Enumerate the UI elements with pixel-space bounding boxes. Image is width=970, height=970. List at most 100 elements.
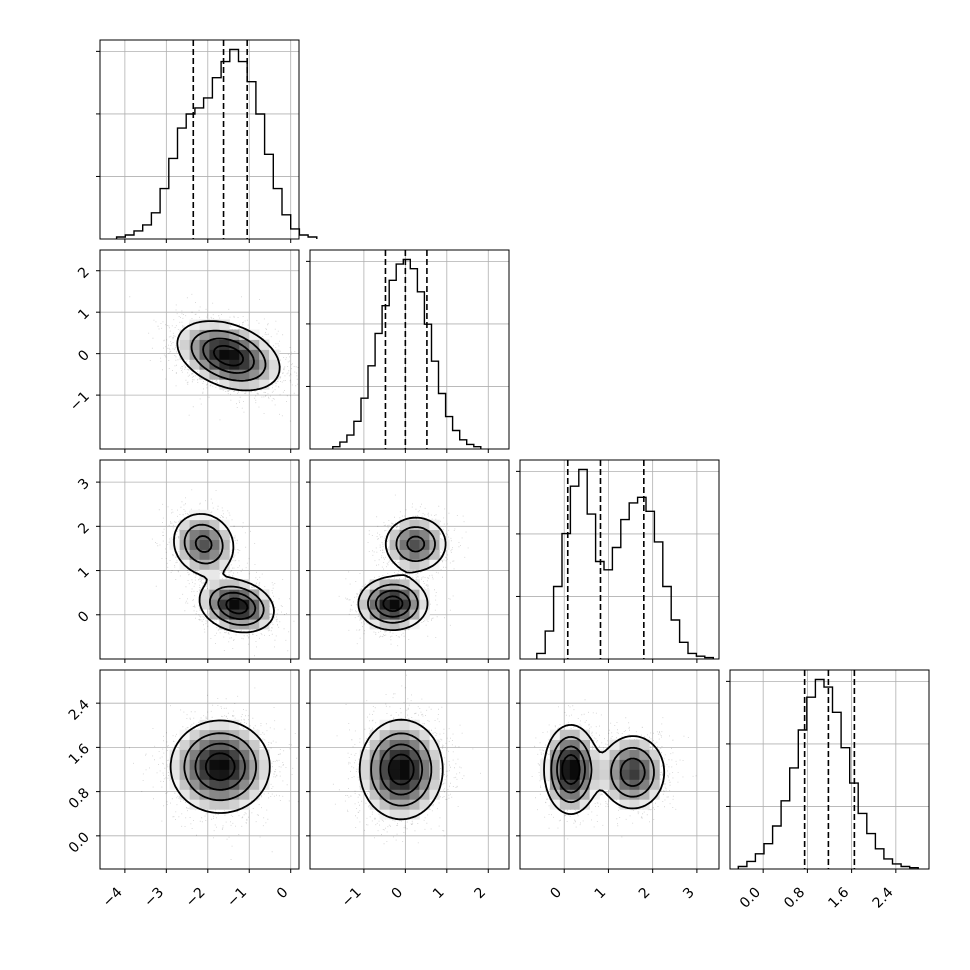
density-cell: [189, 769, 200, 780]
density-cell: [609, 739, 620, 750]
density-cell: [209, 359, 220, 370]
density-cell: [569, 729, 581, 740]
density-cell: [419, 599, 430, 610]
density-cell: [579, 789, 590, 800]
hist-panel-2: [516, 459, 720, 663]
density-cell: [379, 619, 390, 630]
density-cell: [359, 609, 371, 620]
histogram-step: [536, 468, 714, 659]
density-cell: [249, 609, 260, 620]
density-cell: [199, 799, 210, 810]
density-cell: [209, 799, 220, 810]
density-cell: [639, 789, 650, 800]
hist-panel-3: [726, 669, 930, 873]
density-cell: [419, 779, 430, 790]
y-tick-label: 1: [75, 306, 93, 324]
density-cell: [419, 529, 430, 540]
density-cell: [609, 749, 620, 760]
density-contour: [194, 742, 246, 791]
density-contour: [375, 535, 426, 618]
x-tick-label: −1: [339, 885, 365, 911]
density-cell: [179, 789, 190, 800]
density-cell: [219, 529, 230, 540]
density-cell: [369, 619, 380, 630]
density-cell: [219, 339, 230, 350]
density-cell: [359, 779, 371, 790]
density-cell: [229, 609, 240, 620]
density-cell: [259, 749, 270, 760]
density-cell: [389, 759, 400, 770]
density-cell: [569, 779, 581, 790]
density-cell: [419, 789, 430, 800]
density-contour: [358, 718, 444, 821]
density-cell: [409, 749, 420, 760]
density-contour: [190, 329, 267, 382]
density-contour: [204, 752, 236, 782]
density-cell: [609, 769, 620, 780]
density-cell: [219, 719, 230, 731]
density-cell: [219, 559, 230, 570]
density-contour: [169, 719, 271, 814]
density-cell: [409, 609, 420, 620]
density-cell: [209, 599, 220, 610]
density-cell: [189, 779, 200, 790]
density-cell: [559, 779, 571, 790]
density-cell: [189, 319, 200, 330]
density-cell: [229, 739, 240, 750]
density-cell: [209, 319, 220, 330]
density-cell: [409, 579, 420, 590]
density-cell: [369, 729, 380, 740]
density-cell: [549, 759, 561, 770]
density-cell: [359, 759, 371, 770]
density-cell: [649, 789, 660, 800]
density-cell: [179, 779, 190, 790]
density-cell: [389, 809, 400, 820]
histogram-step: [332, 258, 482, 449]
density-cell: [239, 349, 250, 360]
density-cell: [239, 579, 250, 590]
density-cell: [369, 759, 380, 770]
density-contour: [387, 753, 415, 786]
density-cell: [249, 379, 260, 390]
density-cell: [359, 769, 371, 780]
density-cell: [189, 539, 200, 550]
density-contour: [382, 595, 404, 612]
density-cell: [209, 779, 220, 790]
density-cell: [389, 779, 400, 790]
density-cell: [369, 589, 380, 600]
density-cell: [409, 799, 420, 810]
density-cell: [429, 789, 440, 800]
density-contour: [183, 523, 265, 626]
density-contour: [225, 597, 249, 615]
density-cell: [269, 349, 280, 360]
panel-frame: [309, 459, 510, 660]
density-cell: [219, 799, 230, 810]
density-cell: [429, 759, 440, 770]
density-cell: [209, 519, 220, 530]
density-cell: [399, 759, 410, 770]
y-tick-label: 2.4: [66, 697, 93, 724]
density-cell: [219, 349, 230, 360]
density-cell: [239, 779, 250, 790]
panel-frame: [99, 39, 300, 240]
density-contour: [543, 724, 666, 815]
density-cell: [589, 779, 600, 790]
density-cell: [579, 729, 590, 740]
density-cell: [409, 739, 420, 750]
density-cell: [179, 529, 190, 540]
panel-frame: [729, 669, 930, 870]
panel-frame: [99, 249, 300, 450]
density-cell: [259, 619, 270, 630]
density-cell: [369, 799, 380, 810]
density-cell: [249, 349, 260, 360]
density-cell: [369, 609, 380, 620]
density-cell: [189, 559, 200, 570]
density-cell: [599, 779, 610, 790]
density-cell: [399, 609, 410, 620]
x-tick-label: 0: [389, 885, 407, 903]
density-cell: [239, 359, 250, 370]
density-cell: [549, 769, 561, 780]
density-cell: [259, 769, 270, 780]
density-cell: [259, 599, 270, 610]
density-cell: [619, 759, 630, 770]
